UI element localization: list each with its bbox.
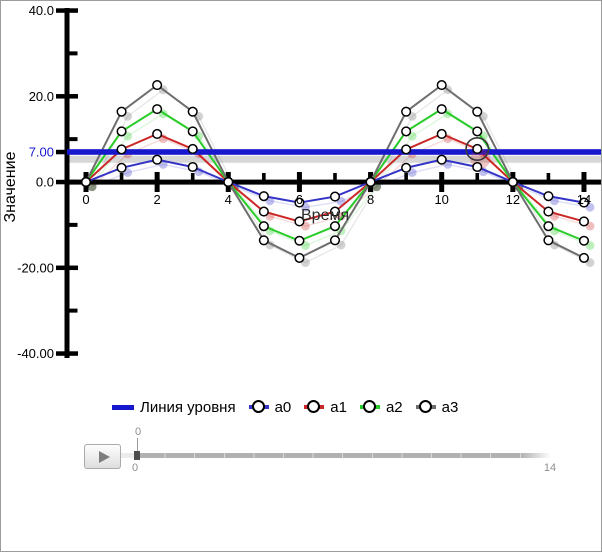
- svg-text:-20.00: -20.00: [17, 260, 54, 275]
- svg-text:0: 0: [82, 192, 89, 207]
- play-icon: [98, 450, 110, 463]
- svg-text:8: 8: [367, 192, 374, 207]
- slider-track-fade: [521, 453, 551, 458]
- level-line-swatch: [112, 404, 134, 410]
- level-line-ghost: [67, 155, 601, 163]
- svg-text:-40.00: -40.00: [17, 346, 54, 361]
- series-marker-icon: [248, 400, 269, 413]
- svg-text:20.0: 20.0: [29, 89, 54, 104]
- series-points-a3[interactable]: [80, 80, 590, 263]
- play-button[interactable]: [84, 444, 121, 469]
- series-marker-icon: [304, 400, 325, 413]
- svg-text:2: 2: [154, 192, 161, 207]
- highlighted-point-ring[interactable]: [465, 136, 490, 161]
- svg-text:14: 14: [577, 192, 591, 207]
- legend-label: a1: [330, 398, 347, 416]
- slider-min-label: 0: [131, 462, 139, 474]
- svg-text:7.00: 7.00: [29, 144, 54, 159]
- y-axis-title: Значение: [2, 151, 19, 223]
- series-marker-icon: [359, 400, 380, 413]
- legend-item-level-line[interactable]: Линия уровня: [112, 399, 236, 416]
- legend-item-a1[interactable]: a1: [304, 399, 347, 416]
- slider-track-left[interactable]: [121, 453, 136, 458]
- legend-label: a0: [274, 398, 292, 416]
- tick-labels: 40.0 20.0 7.00 0.0 -20.00 -40.00 0 2 4 6 8 10 12 14: [17, 3, 591, 361]
- svg-text:10: 10: [434, 192, 448, 207]
- legend-label: Линия уровня: [140, 398, 236, 416]
- level-line: [67, 149, 601, 155]
- legend-item-a2[interactable]: a2: [359, 398, 403, 416]
- slider-max-label: 14: [543, 462, 557, 474]
- legend-label: a3: [441, 398, 459, 416]
- slider-handle[interactable]: [134, 451, 140, 460]
- svg-text:4: 4: [225, 192, 232, 207]
- legend-label: a2: [385, 398, 403, 416]
- legend-item-a0[interactable]: a0: [248, 398, 292, 416]
- series-marker-icon: [415, 400, 436, 413]
- legend: Линия уровня a0 a1 a2 a3: [112, 398, 459, 416]
- slider-track[interactable]: [136, 453, 551, 458]
- slider-current-value: 0: [134, 426, 142, 438]
- svg-text:0.0: 0.0: [36, 175, 54, 190]
- legend-item-a3[interactable]: a3: [415, 398, 459, 416]
- svg-text:40.0: 40.0: [29, 3, 54, 18]
- axes: [56, 8, 601, 358]
- slider-value-pointer: [137, 438, 138, 451]
- svg-text:6: 6: [296, 192, 303, 207]
- svg-text:12: 12: [506, 192, 520, 207]
- x-axis-title: Время: [301, 207, 350, 224]
